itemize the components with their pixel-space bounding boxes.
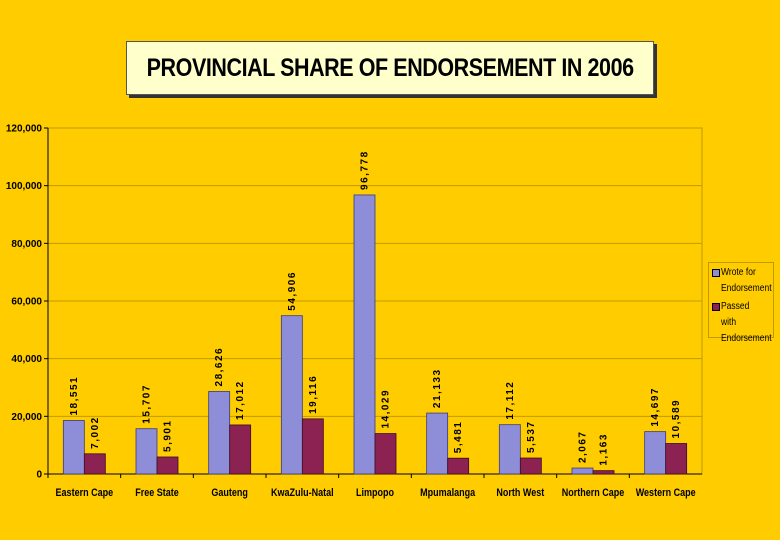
data-label: 17,112 — [505, 381, 516, 420]
bar-wrote — [426, 412, 449, 475]
data-label: 19,116 — [308, 375, 319, 414]
bar-wrote — [353, 194, 376, 475]
x-tick-label: Limpopo — [356, 487, 394, 499]
x-tick-label: Free State — [135, 487, 179, 499]
bar-passed — [83, 453, 106, 475]
data-label: 15,707 — [142, 384, 153, 424]
chart-legend: Wrote for Endorsement Passed with Endors… — [708, 262, 774, 344]
bar-wrote — [571, 467, 594, 475]
y-tick-label: 40,000 — [11, 354, 42, 365]
y-tick-label: 60,000 — [11, 297, 42, 308]
bar-passed — [374, 433, 397, 475]
data-label: 54,906 — [287, 271, 298, 311]
y-tick-label: 20,000 — [11, 412, 42, 423]
x-tick-label: KwaZulu-Natal — [271, 487, 334, 499]
legend-swatch-passed — [712, 303, 720, 311]
x-tick-label: North West — [496, 487, 544, 499]
chart-title: PROVINCIAL SHARE OF ENDORSEMENT IN 2006 — [146, 53, 634, 82]
x-tick-label: Eastern Cape — [56, 487, 114, 499]
data-label: 2,067 — [578, 431, 589, 464]
bar-wrote — [135, 428, 158, 475]
data-label: 17,012 — [235, 380, 246, 420]
data-label: 10,589 — [671, 399, 682, 439]
y-tick-label: 80,000 — [11, 239, 42, 250]
x-tick-label: Western Cape — [636, 487, 696, 499]
data-label: 1,163 — [599, 433, 610, 466]
legend-swatch-wrote — [712, 269, 720, 277]
x-tick-label: Northern Cape — [562, 487, 625, 499]
bar-wrote — [62, 420, 85, 475]
y-tick-label: 0 — [36, 470, 42, 481]
y-tick-label: 100,000 — [6, 181, 43, 192]
data-label: 5,481 — [453, 421, 464, 454]
data-label: 28,626 — [214, 347, 225, 387]
data-label: 18,551 — [69, 376, 80, 416]
bar-passed — [229, 424, 252, 475]
data-label: 5,901 — [163, 419, 174, 452]
bar-passed — [665, 443, 688, 475]
bar-passed — [156, 456, 179, 475]
data-label: 96,778 — [360, 150, 371, 190]
bar-wrote — [280, 315, 303, 475]
data-label: 5,537 — [526, 421, 537, 454]
bar-passed — [301, 418, 324, 475]
bar-wrote — [208, 391, 231, 475]
chart-title-box: PROVINCIAL SHARE OF ENDORSEMENT IN 2006 — [126, 41, 654, 95]
x-tick-label: Gauteng — [211, 487, 248, 499]
bar-passed — [519, 457, 542, 475]
bar-passed — [592, 470, 615, 475]
data-label: 7,002 — [90, 416, 101, 449]
bar-passed — [447, 457, 470, 475]
data-label: 21,133 — [432, 368, 443, 408]
y-tick-label: 120,000 — [6, 124, 43, 135]
data-label: 14,697 — [650, 387, 661, 427]
data-label: 14,029 — [381, 389, 392, 429]
legend-label-wrote: Wrote for Endorsement — [721, 267, 772, 294]
bar-wrote — [644, 431, 667, 475]
legend-item-passed: Passed with Endorsement — [709, 299, 773, 347]
bar-wrote — [498, 424, 521, 475]
legend-label-passed: Passed with Endorsement — [721, 301, 772, 344]
x-tick-label: Mpumalanga — [420, 487, 475, 499]
legend-item-wrote: Wrote for Endorsement — [709, 265, 773, 297]
